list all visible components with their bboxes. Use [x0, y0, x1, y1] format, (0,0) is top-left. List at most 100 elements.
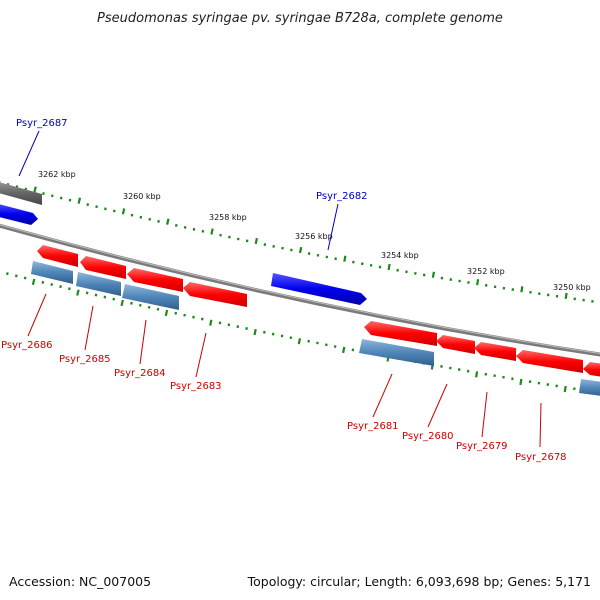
tick-mark: [68, 198, 72, 202]
gene-label-psyr-2681[interactable]: Psyr_2681: [347, 421, 399, 432]
gene-label-psyr-2683[interactable]: Psyr_2683: [170, 381, 222, 392]
tick-mark: [218, 321, 222, 325]
kbp-label: 3258 kbp: [209, 213, 247, 222]
reverse-cds-next[interactable]: [583, 362, 600, 378]
reverse-gene-psyr-2686[interactable]: [31, 261, 73, 284]
reverse-cds-psyr-2685[interactable]: [80, 256, 126, 279]
forward-cds-psyr-2687[interactable]: [0, 203, 38, 225]
genome-summary-text: Topology: circular; Length: 6,093,698 bp…: [247, 574, 591, 589]
tick-mark: [210, 228, 214, 235]
tick-mark: [130, 301, 133, 305]
reverse-cds-psyr-2681[interactable]: [364, 321, 437, 346]
tick-mark: [50, 283, 54, 286]
tick-mark: [23, 276, 27, 280]
gene-label-psyr-2686[interactable]: Psyr_2686: [1, 340, 53, 351]
tick-mark: [103, 295, 107, 299]
tick-mark: [112, 297, 116, 301]
gene-label-psyr-2684[interactable]: Psyr_2684: [114, 368, 166, 379]
tick-mark: [219, 233, 222, 237]
reverse-cds-psyr-2679[interactable]: [474, 342, 516, 361]
outer-tick-ruler: [0, 181, 594, 303]
tick-mark: [77, 197, 82, 204]
tick-mark: [14, 274, 18, 278]
reverse-cds-psyr-2678[interactable]: [516, 350, 583, 373]
tick-mark: [236, 237, 240, 241]
tick-mark: [31, 278, 36, 286]
kbp-label: 3256 kbp: [295, 232, 333, 241]
reverse-cds-psyr-2683[interactable]: [183, 282, 247, 307]
tick-mark: [33, 186, 37, 193]
gene-label-psyr-2679[interactable]: Psyr_2679: [456, 441, 508, 452]
tick-mark: [183, 313, 186, 317]
tick-mark: [333, 345, 337, 348]
tick-mark: [130, 213, 134, 217]
gene-label-psyr-2687[interactable]: Psyr_2687: [16, 118, 68, 129]
tick-mark: [166, 218, 170, 225]
tick-mark: [156, 307, 160, 311]
tick-mark: [245, 239, 249, 243]
tick-mark: [271, 332, 275, 336]
reverse-gene-psyr-2684[interactable]: [122, 284, 179, 310]
leader-psyr-2683: [195, 332, 207, 378]
gene-label-psyr-2680[interactable]: Psyr_2680: [402, 431, 454, 442]
tick-mark: [85, 291, 89, 295]
leader-psyr-2685: [84, 305, 94, 351]
tick-mark: [148, 217, 152, 221]
tick-mark: [236, 325, 240, 329]
reverse-gene-psyr-2678[interactable]: [579, 379, 600, 397]
gene-label-psyr-2682[interactable]: Psyr_2682: [316, 191, 368, 202]
tick-mark: [59, 196, 63, 200]
tick-mark: [316, 253, 320, 257]
tick-mark: [493, 374, 496, 378]
tick-mark: [201, 229, 205, 233]
tick-mark: [121, 208, 126, 215]
reverse-cds-psyr-2686[interactable]: [37, 245, 78, 267]
tick-mark: [253, 328, 257, 336]
tick-mark: [174, 311, 178, 315]
kbp-label: 3262 kbp: [38, 170, 76, 179]
tick-mark: [157, 219, 160, 223]
tick-mark: [228, 235, 231, 239]
reverse-cds-psyr-2680[interactable]: [436, 335, 475, 354]
tick-mark: [68, 287, 71, 291]
tick-mark: [263, 243, 267, 247]
tick-mark: [289, 336, 293, 340]
tick-mark: [112, 209, 116, 213]
tick-mark: [281, 246, 284, 250]
tick-mark: [476, 279, 480, 286]
tick-mark: [138, 303, 142, 307]
forward-features: [0, 181, 367, 305]
kbp-labels: 3262 kbp 3260 kbp 3258 kbp 3256 kbp 3254…: [38, 170, 591, 292]
tick-mark: [209, 319, 213, 326]
reverse-cds-psyr-2684[interactable]: [127, 268, 183, 292]
tick-mark: [519, 378, 523, 386]
tick-mark: [174, 223, 178, 227]
reverse-gene-psyr-2685[interactable]: [76, 272, 121, 296]
gene-label-psyr-2685[interactable]: Psyr_2685: [59, 354, 111, 365]
tick-mark: [6, 272, 9, 276]
gene-label-psyr-2678[interactable]: Psyr_2678: [515, 452, 567, 463]
leader-psyr-2687: [18, 130, 40, 177]
kbp-label: 3254 kbp: [381, 251, 419, 260]
tick-mark: [520, 286, 524, 293]
forward-cds-psyr-2682[interactable]: [271, 273, 367, 305]
tick-mark: [343, 255, 347, 262]
reverse-gene-features: [31, 261, 600, 397]
leader-psyr-2680: [427, 383, 448, 428]
tick-mark: [342, 346, 346, 354]
tick-mark: [334, 257, 337, 261]
tick-mark: [564, 292, 568, 299]
forward-gene-psyr-2687[interactable]: [0, 181, 42, 205]
tick-mark: [50, 194, 54, 198]
tick-mark: [475, 371, 479, 378]
map-title: Pseudomonas syringae pv. syringae B728a,…: [97, 11, 503, 26]
kbp-label: 3250 kbp: [553, 283, 591, 292]
tick-mark: [360, 262, 364, 266]
tick-mark: [297, 338, 302, 345]
tick-mark: [86, 203, 90, 207]
tick-mark: [307, 339, 310, 343]
reverse-gene-psyr-2681[interactable]: [359, 339, 434, 366]
tick-mark: [280, 334, 284, 338]
tick-mark: [449, 366, 452, 370]
tick-mark: [431, 271, 435, 278]
